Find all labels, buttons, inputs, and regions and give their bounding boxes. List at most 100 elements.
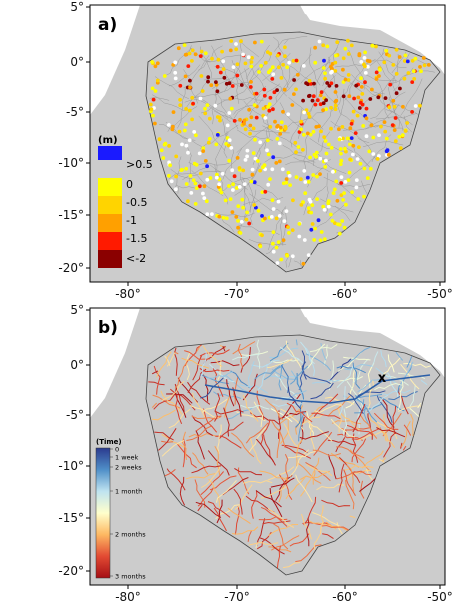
station-dot: [309, 228, 313, 232]
station-dot: [348, 158, 352, 162]
station-dot: [262, 107, 266, 111]
station-dot: [336, 222, 340, 226]
station-dot: [219, 71, 223, 75]
colorbar-tick-label: 2 weeks: [115, 464, 142, 472]
station-dot: [244, 158, 248, 162]
station-dot: [268, 102, 272, 106]
station-dot: [205, 199, 209, 203]
station-dot: [253, 103, 257, 107]
x-tick-label: -50°: [427, 287, 453, 300]
station-dot: [247, 222, 251, 226]
station-dot: [275, 125, 279, 129]
station-dot: [206, 103, 210, 107]
station-dot: [229, 39, 233, 43]
station-dot: [337, 127, 341, 131]
legend-swatch: [98, 250, 122, 268]
station-dot: [377, 133, 381, 137]
station-dot: [283, 45, 287, 49]
station-dot: [178, 84, 182, 88]
station-dot: [325, 45, 329, 49]
station-dot: [333, 188, 337, 192]
station-dot: [236, 226, 240, 230]
station-dot: [190, 96, 194, 100]
station-dot: [427, 63, 431, 67]
station-dot: [348, 143, 352, 147]
station-dot: [236, 204, 240, 208]
station-dot: [247, 108, 251, 112]
station-dot: [278, 142, 282, 146]
station-dot: [368, 97, 372, 101]
station-dot: [275, 88, 279, 92]
station-dot: [358, 106, 362, 110]
station-dot: [252, 203, 256, 207]
station-dot: [231, 182, 235, 186]
station-dot: [278, 160, 282, 164]
station-dot: [233, 174, 237, 178]
station-dot: [350, 136, 354, 140]
station-dot: [277, 240, 281, 244]
colorbar-tick-label: 2 months: [115, 531, 146, 539]
station-dot: [180, 143, 184, 147]
station-dot: [149, 103, 153, 107]
station-dot: [283, 219, 287, 223]
station-dot: [285, 65, 289, 69]
station-dot: [253, 138, 257, 142]
station-dot: [401, 133, 405, 137]
station-dot: [184, 107, 188, 111]
station-dot: [341, 125, 345, 129]
station-dot: [250, 56, 254, 60]
station-dot: [210, 212, 214, 216]
station-dot: [221, 59, 225, 63]
station-dot: [173, 71, 177, 75]
station-dot: [384, 49, 388, 53]
station-dot: [281, 110, 285, 114]
station-dot: [238, 118, 242, 122]
colorbar-tick-label: 1 month: [115, 488, 142, 496]
station-dot: [419, 69, 423, 73]
station-dot: [292, 78, 296, 82]
station-dot: [245, 155, 249, 159]
station-dot: [312, 130, 316, 134]
station-dot: [250, 60, 254, 64]
station-dot: [307, 94, 311, 98]
station-dot: [317, 218, 321, 222]
station-dot: [271, 242, 275, 246]
station-dot: [399, 146, 403, 150]
station-dot: [354, 131, 358, 135]
legend-label: >0.5: [126, 158, 153, 171]
station-dot: [214, 80, 218, 84]
station-dot: [203, 112, 207, 116]
station-dot: [287, 231, 291, 235]
station-dot: [195, 163, 199, 167]
station-dot: [238, 166, 242, 170]
station-dot: [189, 174, 193, 178]
station-dot: [178, 130, 182, 134]
station-dot: [225, 216, 229, 220]
station-dot: [202, 196, 206, 200]
station-dot: [222, 216, 226, 220]
station-dot: [205, 178, 209, 182]
station-dot: [322, 66, 326, 70]
station-dot: [406, 60, 410, 64]
station-dot: [314, 103, 318, 107]
station-dot: [343, 147, 347, 151]
station-dot: [394, 116, 398, 120]
station-dot: [186, 64, 190, 68]
station-dot: [365, 134, 369, 138]
station-dot: [404, 54, 408, 58]
station-dot: [341, 68, 345, 72]
station-dot: [270, 77, 274, 81]
station-dot: [183, 129, 187, 133]
station-dot: [274, 161, 278, 165]
station-dot: [366, 176, 370, 180]
station-dot: [363, 56, 367, 60]
station-dot: [330, 70, 334, 74]
station-dot: [279, 126, 283, 130]
y-tick-label: 0°: [70, 55, 84, 69]
legend-swatch: [98, 214, 122, 232]
station-dot: [278, 214, 282, 218]
station-dot: [321, 43, 325, 47]
station-dot: [330, 146, 334, 150]
station-dot: [250, 180, 254, 184]
station-dot: [268, 52, 272, 56]
